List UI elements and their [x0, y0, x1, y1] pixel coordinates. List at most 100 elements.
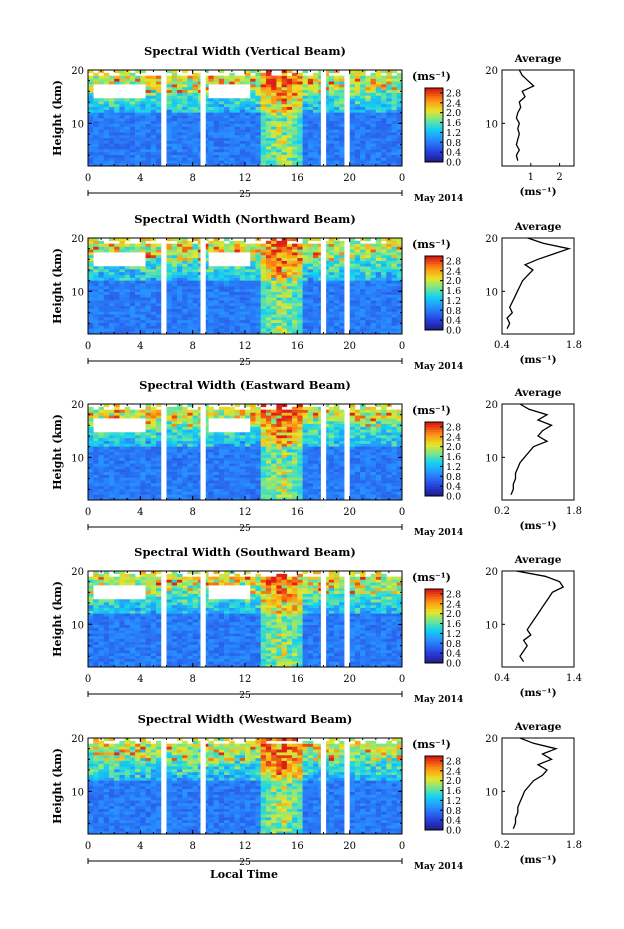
heatmap-cell	[239, 291, 246, 295]
heatmap-cell	[307, 288, 314, 292]
heatmap-cell	[187, 98, 193, 102]
heatmap-cell	[349, 89, 356, 93]
heatmap-cell	[150, 75, 157, 79]
heatmap-cell	[156, 246, 162, 250]
heatmap-cell	[307, 463, 314, 467]
heatmap-cell	[349, 325, 356, 329]
heatmap-cell	[135, 300, 141, 304]
heatmap-cell	[129, 134, 136, 139]
heatmap-cell	[396, 271, 402, 275]
heatmap-cell	[229, 146, 235, 150]
heatmap-cell	[114, 483, 120, 487]
heatmap-cell	[260, 143, 267, 147]
heatmap-cell	[218, 294, 225, 298]
heatmap-cell	[176, 483, 183, 487]
heatmap-cell	[150, 112, 157, 116]
heatmap-cell	[239, 151, 246, 155]
heatmap-cell	[349, 163, 356, 166]
heatmap-cell	[129, 477, 136, 481]
heatmap-cell	[135, 280, 141, 284]
heatmap-cell	[93, 132, 99, 136]
heatmap-cell	[339, 140, 345, 144]
heatmap-cell	[365, 311, 371, 315]
heatmap-cell	[302, 305, 309, 309]
heatmap-cell	[354, 154, 361, 158]
heatmap-cell	[145, 325, 152, 329]
heatmap-cell	[182, 325, 188, 329]
heatmap-cell	[192, 143, 199, 147]
heatmap-cell	[281, 254, 288, 259]
heatmap-cell	[171, 103, 178, 107]
heatmap-cell	[354, 70, 361, 74]
heatmap-cell	[365, 314, 371, 318]
heatmap-cell	[328, 288, 335, 292]
heatmap-cell	[140, 78, 146, 82]
heatmap-cell	[114, 149, 120, 153]
heatmap-cell	[313, 331, 319, 334]
heatmap-cell	[171, 160, 178, 164]
heatmap-cell	[360, 101, 366, 105]
heatmap-cell	[386, 300, 392, 304]
heatmap-cell	[250, 291, 256, 295]
heatmap-cell	[182, 126, 188, 130]
heatmap-cell	[98, 283, 104, 287]
heatmap-cell	[276, 95, 282, 99]
heatmap-cell	[396, 311, 402, 315]
heatmap-cell	[281, 86, 288, 91]
heatmap-cell	[229, 101, 235, 105]
heatmap-cell	[265, 477, 272, 481]
heatmap-cell	[103, 81, 110, 85]
heatmap-cell	[255, 271, 261, 275]
heatmap-cell	[391, 92, 398, 96]
heatmap-cell	[171, 118, 178, 122]
heatmap-cell	[354, 84, 361, 88]
heatmap-cell	[328, 497, 335, 500]
heatmap-cell	[150, 283, 157, 287]
heatmap-cell	[156, 269, 162, 273]
heatmap-cell	[328, 460, 335, 464]
heatmap-cell	[354, 123, 361, 127]
heatmap-cell	[323, 288, 330, 292]
heatmap-cell	[328, 146, 335, 150]
heatmap-cell	[245, 331, 251, 334]
heatmap-cell	[213, 485, 220, 489]
heatmap-cell	[176, 302, 183, 307]
heatmap-cell	[98, 294, 104, 298]
heatmap-cell	[103, 137, 110, 141]
heatmap-cell	[114, 271, 120, 275]
heatmap-cell	[339, 485, 345, 489]
heatmap-cell	[114, 274, 120, 278]
heatmap-cell	[245, 491, 251, 495]
heatmap-cell	[239, 143, 246, 147]
heatmap-cell	[302, 103, 309, 107]
heatmap-cell	[187, 485, 193, 489]
heatmap-cell	[292, 294, 298, 298]
heatmap-cell	[297, 140, 303, 144]
heatmap-cell	[354, 143, 361, 147]
heatmap-cell	[381, 277, 387, 281]
heatmap-cell	[203, 463, 209, 467]
heatmap-cell	[135, 132, 141, 136]
heatmap-cell	[187, 106, 193, 110]
heatmap-cell	[328, 132, 335, 136]
heatmap-cell	[276, 246, 282, 250]
heatmap-cell	[365, 78, 371, 82]
heatmap-cell	[328, 302, 335, 307]
heatmap-cell	[265, 491, 272, 495]
heatmap-cell	[239, 463, 246, 467]
heatmap-cell	[339, 101, 345, 105]
heatmap-cell	[166, 269, 173, 273]
heatmap-cell	[145, 101, 152, 105]
heatmap-cell	[292, 118, 298, 122]
heatmap-cell	[386, 319, 392, 323]
y-axis-label: Height (km)	[51, 248, 64, 324]
heatmap-cell	[323, 72, 330, 76]
heatmap-cell	[328, 305, 335, 309]
heatmap-cell	[297, 491, 303, 495]
heatmap-cell	[203, 260, 209, 264]
heatmap-cell	[114, 140, 120, 144]
heatmap-cell	[370, 98, 377, 102]
heatmap-cell	[391, 163, 398, 166]
heatmap-cell	[276, 283, 282, 287]
heatmap-cell	[98, 146, 104, 150]
